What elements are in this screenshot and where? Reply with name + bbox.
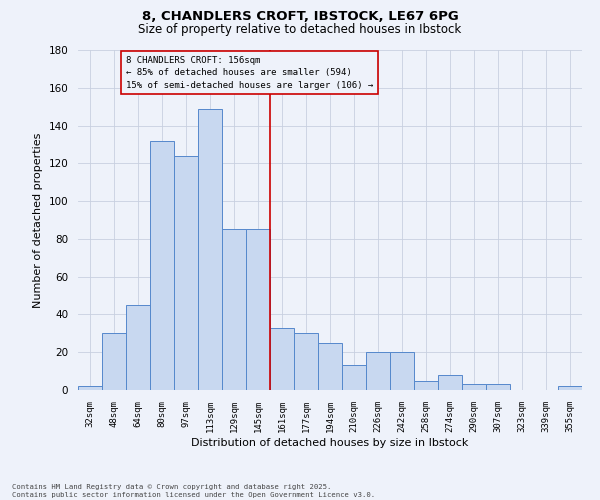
- Y-axis label: Number of detached properties: Number of detached properties: [33, 132, 43, 308]
- Bar: [270, 328, 294, 390]
- Bar: [78, 386, 102, 390]
- X-axis label: Distribution of detached houses by size in Ibstock: Distribution of detached houses by size …: [191, 438, 469, 448]
- Bar: [342, 366, 366, 390]
- Bar: [174, 156, 198, 390]
- Bar: [102, 334, 126, 390]
- Text: 8 CHANDLERS CROFT: 156sqm
← 85% of detached houses are smaller (594)
15% of semi: 8 CHANDLERS CROFT: 156sqm ← 85% of detac…: [126, 56, 373, 90]
- Text: 8, CHANDLERS CROFT, IBSTOCK, LE67 6PG: 8, CHANDLERS CROFT, IBSTOCK, LE67 6PG: [142, 10, 458, 23]
- Text: Size of property relative to detached houses in Ibstock: Size of property relative to detached ho…: [139, 22, 461, 36]
- Bar: [318, 343, 342, 390]
- Bar: [198, 108, 222, 390]
- Bar: [150, 140, 174, 390]
- Bar: [294, 334, 318, 390]
- Bar: [126, 305, 150, 390]
- Bar: [390, 352, 414, 390]
- Bar: [462, 384, 486, 390]
- Bar: [366, 352, 390, 390]
- Bar: [558, 386, 582, 390]
- Bar: [222, 230, 246, 390]
- Bar: [246, 230, 270, 390]
- Bar: [438, 375, 462, 390]
- Bar: [486, 384, 510, 390]
- Bar: [414, 380, 438, 390]
- Text: Contains HM Land Registry data © Crown copyright and database right 2025.
Contai: Contains HM Land Registry data © Crown c…: [12, 484, 375, 498]
